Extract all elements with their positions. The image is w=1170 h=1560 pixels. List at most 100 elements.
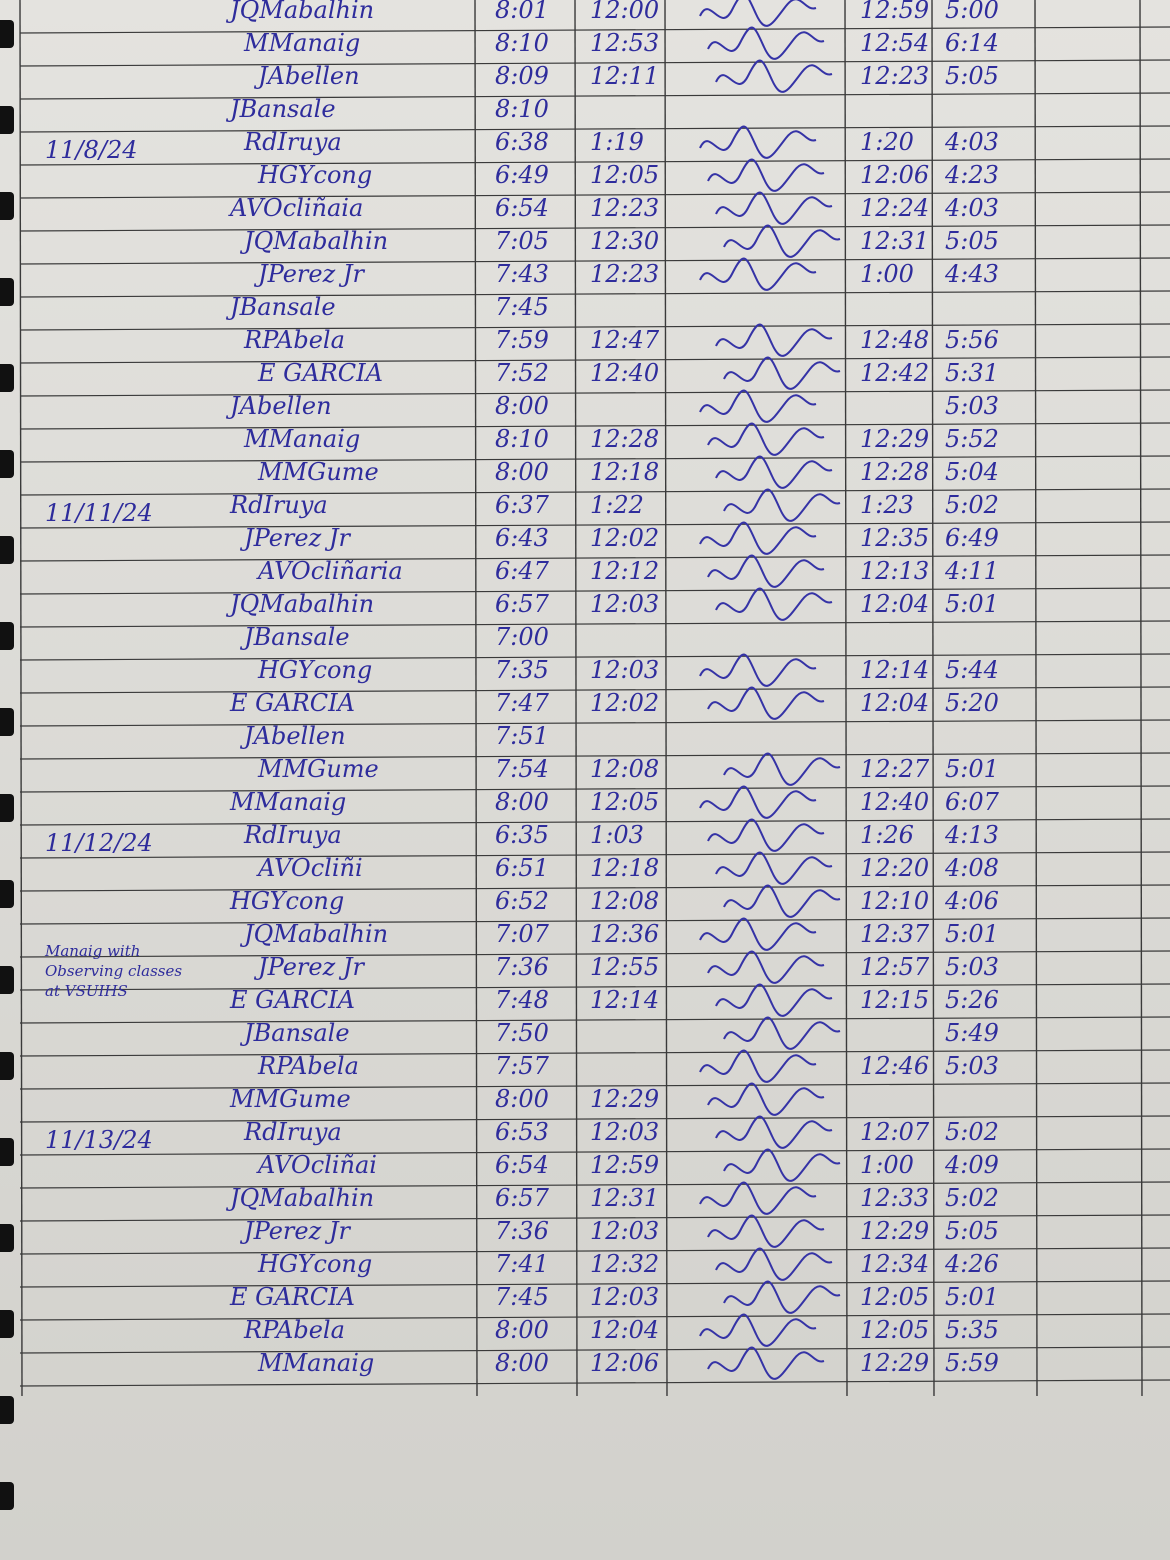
time: 1:19 (590, 128, 644, 156)
time: 7:07 (495, 920, 549, 948)
name: JPerez Jr (258, 260, 364, 288)
signature (707, 1082, 825, 1116)
name: JQMabalhin (230, 590, 375, 618)
time: 12:04 (860, 689, 930, 717)
time: 6:52 (495, 887, 549, 915)
name: JPerez Jr (258, 953, 364, 981)
name: RdIruya (244, 821, 342, 849)
rule (844, 0, 848, 1397)
time: 1:20 (860, 128, 914, 156)
time: 6:47 (495, 557, 549, 585)
time: 1:26 (860, 821, 914, 849)
rule (19, 26, 1170, 34)
name: MMGume (258, 755, 379, 783)
rule (19, 950, 1170, 958)
time: 12:15 (860, 986, 930, 1014)
signature (715, 1115, 833, 1149)
binding-hole (0, 450, 14, 478)
name: JBansale (244, 1019, 350, 1047)
time: 7:00 (495, 623, 549, 651)
binding-hole (0, 708, 14, 736)
rule (19, 1313, 1170, 1321)
name: JPerez Jr (244, 524, 350, 552)
rule (19, 752, 1170, 760)
rule (19, 323, 1170, 331)
binding-hole (0, 1224, 14, 1252)
rule (19, 554, 1170, 562)
name: RPAbela (258, 1052, 359, 1080)
time: 12:29 (860, 425, 930, 453)
signature (699, 785, 817, 819)
time: 5:02 (945, 491, 999, 519)
time: 1:00 (860, 260, 914, 288)
time: 5:04 (945, 458, 999, 486)
time: 12:18 (590, 854, 660, 882)
name: AVOcliñaria (258, 557, 403, 585)
signature (707, 950, 825, 984)
time: 12:03 (590, 1118, 660, 1146)
time: 12:34 (860, 1250, 930, 1278)
name: MMGume (230, 1085, 351, 1113)
name: RdIruya (244, 128, 342, 156)
signature (699, 389, 817, 423)
rule (19, 1148, 1170, 1156)
rule (19, 653, 1170, 661)
time: 6:57 (495, 590, 549, 618)
time: 6:54 (495, 1151, 549, 1179)
time: 12:28 (590, 425, 660, 453)
time: 12:03 (590, 1283, 660, 1311)
time: 6:14 (945, 29, 999, 57)
time: 5:01 (945, 755, 999, 783)
binding-hole (0, 536, 14, 564)
name: AVOcliñai (258, 1151, 377, 1179)
name: HGYcong (258, 656, 373, 684)
time: 12:05 (860, 1316, 930, 1344)
time: 12:42 (860, 359, 930, 387)
name: E GARCIA (258, 359, 383, 387)
name: AVOcliñi (258, 854, 363, 882)
signature (699, 917, 817, 951)
rule (19, 422, 1170, 430)
binding-hole (0, 1310, 14, 1338)
time: 12:23 (860, 62, 930, 90)
rule (19, 1016, 1170, 1024)
rule (19, 1346, 1170, 1354)
time: 4:03 (945, 128, 999, 156)
name: HGYcong (230, 887, 345, 915)
time: 1:23 (860, 491, 914, 519)
signature (723, 1280, 841, 1314)
rule (19, 818, 1170, 826)
time: 8:10 (495, 425, 549, 453)
date: 11/11/24 (45, 499, 153, 527)
name: HGYcong (258, 1250, 373, 1278)
rule (19, 1181, 1170, 1189)
time: 7:52 (495, 359, 549, 387)
name: JQMabalhin (244, 920, 389, 948)
time: 6:51 (495, 854, 549, 882)
time: 5:01 (945, 920, 999, 948)
time: 7:50 (495, 1019, 549, 1047)
time: 7:54 (495, 755, 549, 783)
time: 12:28 (860, 458, 930, 486)
signature (715, 455, 833, 489)
time: 12:20 (860, 854, 930, 882)
time: 12:04 (860, 590, 930, 618)
rule (19, 851, 1170, 859)
signature (699, 125, 817, 159)
time: 4:11 (945, 557, 999, 585)
time: 12:23 (590, 194, 660, 222)
time: 12:27 (860, 755, 930, 783)
signature (707, 1214, 825, 1248)
rule (19, 92, 1170, 100)
rule (19, 917, 1170, 925)
signature (707, 686, 825, 720)
time: 7:36 (495, 1217, 549, 1245)
date: 11/12/24 (45, 829, 153, 857)
time: 5:49 (945, 1019, 999, 1047)
date: 11/13/24 (45, 1126, 153, 1154)
time: 7:41 (495, 1250, 549, 1278)
signature (715, 587, 833, 621)
time: 12:40 (860, 788, 930, 816)
rule (574, 0, 578, 1397)
name: RdIruya (230, 491, 328, 519)
